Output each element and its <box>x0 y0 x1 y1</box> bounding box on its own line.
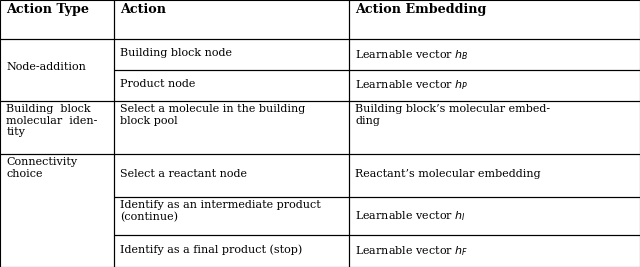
Bar <box>0 101 114 154</box>
Text: Action: Action <box>120 3 166 17</box>
Text: Action Embedding: Action Embedding <box>355 3 486 17</box>
Bar <box>114 70 349 101</box>
Bar <box>349 70 640 101</box>
Text: Action Type: Action Type <box>6 3 90 17</box>
Text: Identify as an intermediate product
(continue): Identify as an intermediate product (con… <box>120 200 321 222</box>
Text: Learnable vector $h_{P}$: Learnable vector $h_{P}$ <box>355 78 468 92</box>
Text: Select a reactant node: Select a reactant node <box>120 169 247 179</box>
Text: Reactant’s molecular embedding: Reactant’s molecular embedding <box>355 169 541 179</box>
Bar <box>349 154 640 197</box>
Bar <box>349 39 640 70</box>
Text: Node-addition: Node-addition <box>6 62 86 72</box>
Bar <box>114 235 349 267</box>
Bar <box>0 39 114 101</box>
Text: Building block’s molecular embed-
ding: Building block’s molecular embed- ding <box>355 104 550 126</box>
Bar <box>114 0 349 39</box>
Text: Building  block
molecular  iden-
tity: Building block molecular iden- tity <box>6 104 98 138</box>
Bar <box>349 101 640 154</box>
Bar <box>114 39 349 70</box>
Bar <box>0 0 114 39</box>
Text: Connectivity
choice: Connectivity choice <box>6 157 77 179</box>
Bar <box>114 101 349 154</box>
Bar <box>349 235 640 267</box>
Bar <box>0 154 114 267</box>
Text: Identify as a final product (stop): Identify as a final product (stop) <box>120 245 303 255</box>
Bar <box>114 154 349 197</box>
Text: Learnable vector $h_{F}$: Learnable vector $h_{F}$ <box>355 244 468 258</box>
Text: Product node: Product node <box>120 79 196 89</box>
Text: Building block node: Building block node <box>120 48 232 58</box>
Bar <box>114 197 349 235</box>
Text: Learnable vector $h_{I}$: Learnable vector $h_{I}$ <box>355 209 466 223</box>
Text: Learnable vector $h_{B}$: Learnable vector $h_{B}$ <box>355 48 468 62</box>
Text: Select a molecule in the building
block pool: Select a molecule in the building block … <box>120 104 305 126</box>
Bar <box>349 197 640 235</box>
Bar <box>349 0 640 39</box>
